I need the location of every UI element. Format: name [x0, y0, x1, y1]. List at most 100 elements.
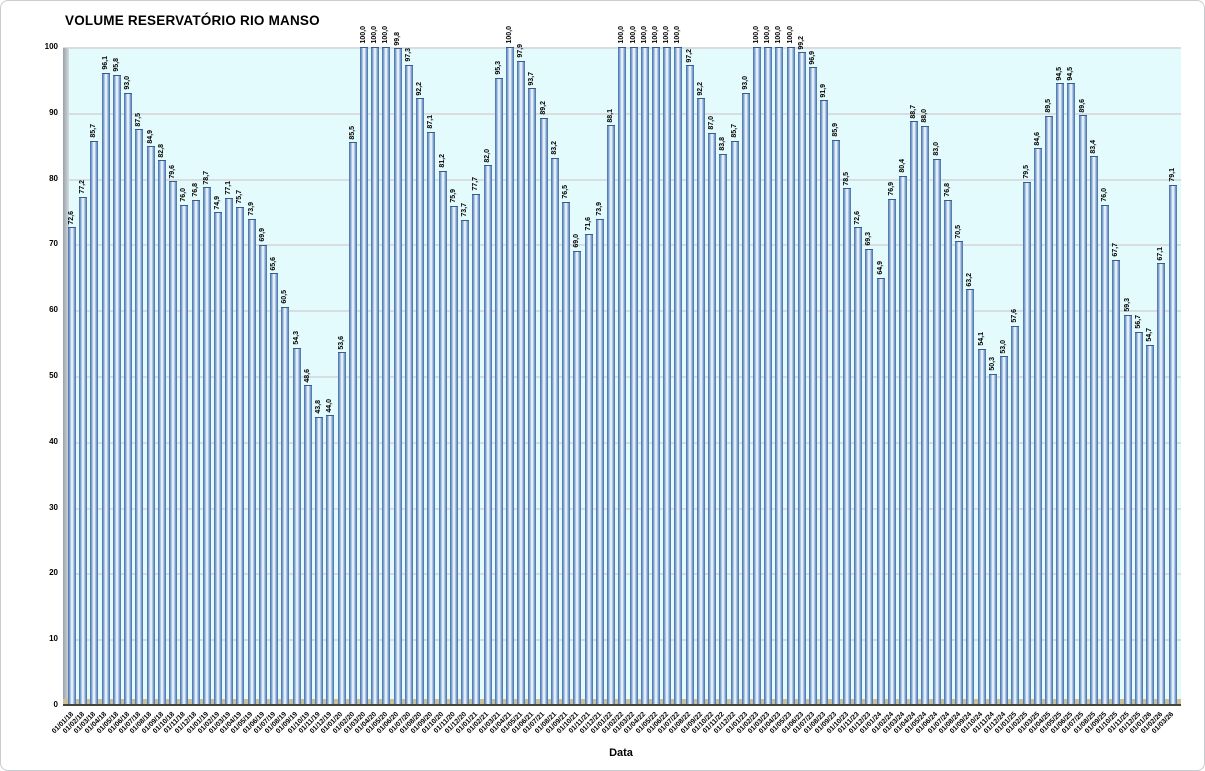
bar-value-label: 78,5	[842, 171, 850, 186]
bar-value-label: 100,0	[764, 26, 772, 44]
bar	[1033, 148, 1042, 705]
bar-value-label: 88,0	[921, 109, 929, 123]
bar	[820, 100, 829, 705]
bar-value-label: 54,1	[977, 332, 985, 347]
bar-value-label: 76,8	[943, 183, 951, 197]
bar-value-label: 94,5	[1056, 66, 1064, 81]
bar	[236, 206, 245, 705]
bar	[101, 72, 110, 705]
bar	[404, 64, 413, 705]
bar	[831, 139, 840, 705]
bar	[135, 129, 144, 705]
bar	[719, 153, 728, 705]
bar-value-label: 72,6	[68, 210, 75, 225]
bar	[213, 212, 222, 705]
bar	[393, 48, 402, 705]
bar	[1157, 263, 1166, 705]
bar-value-label: 69,9	[258, 228, 266, 243]
bar	[258, 245, 267, 705]
bar	[674, 47, 683, 705]
bar-value-label: 77,2	[79, 180, 87, 195]
bar-value-label: 72,6	[854, 210, 862, 225]
bar	[696, 98, 705, 705]
bar	[1067, 83, 1076, 705]
bar-value-label: 43,8	[315, 400, 323, 414]
bar-value-label: 54,3	[292, 331, 300, 345]
bar-value-label: 94,5	[1067, 66, 1075, 81]
y-tick-label: 80	[49, 173, 58, 183]
bar	[775, 47, 784, 705]
y-tick-label: 60	[49, 305, 58, 315]
bar	[247, 218, 256, 705]
bar-value-label: 69,3	[865, 232, 873, 247]
bar-value-label: 100,0	[651, 26, 659, 44]
bar	[685, 65, 694, 705]
bar	[753, 47, 762, 705]
bar	[550, 157, 559, 705]
bar	[494, 77, 503, 705]
bar	[68, 227, 76, 705]
bar	[112, 74, 121, 705]
bar-value-label: 84,6	[1033, 131, 1041, 146]
bar	[943, 199, 952, 705]
bar-value-label: 44,0	[326, 398, 334, 413]
bar	[472, 193, 481, 705]
bar-value-label: 82,0	[483, 148, 491, 163]
bar-value-label: 100,0	[674, 26, 682, 44]
bar	[225, 197, 234, 705]
bar	[809, 67, 818, 705]
bar	[1123, 314, 1132, 705]
bar-value-label: 64,9	[876, 261, 884, 275]
y-tick-label: 50	[49, 371, 58, 380]
bar-value-label: 85,7	[90, 124, 98, 139]
bar	[842, 188, 851, 705]
bar	[955, 241, 964, 705]
bar	[1112, 259, 1121, 705]
bar-value-label: 73,9	[247, 202, 255, 216]
bar-value-label: 76,5	[562, 185, 570, 199]
bar-value-label: 100,0	[629, 26, 637, 44]
bar	[191, 199, 200, 705]
bar	[730, 141, 739, 705]
bar-value-label: 48,6	[303, 368, 311, 383]
bar-value-label: 100,0	[382, 26, 390, 44]
bar-value-label: 99,8	[393, 31, 401, 46]
bar	[921, 125, 930, 705]
x-axis-line	[63, 704, 1181, 706]
bar	[416, 98, 425, 705]
bar	[1146, 345, 1155, 705]
bar-value-label: 95,8	[112, 58, 120, 72]
bar	[932, 158, 941, 705]
bar-value-label: 87,1	[427, 115, 435, 129]
bar-value-label: 75,7	[236, 190, 244, 204]
bar	[786, 47, 795, 705]
bar-value-label: 79,1	[1168, 167, 1176, 182]
y-tick-label: 40	[49, 436, 58, 446]
bar	[595, 218, 604, 705]
bar	[977, 349, 986, 705]
bar-value-label: 54,7	[1146, 328, 1154, 343]
bar-value-label: 59,3	[1123, 298, 1131, 312]
bar-value-label: 100,0	[786, 26, 794, 44]
bar	[326, 415, 335, 705]
bar	[797, 52, 806, 705]
bar-value-label: 92,2	[416, 81, 424, 96]
bar	[584, 233, 593, 705]
bar-value-label: 100,0	[640, 26, 648, 44]
bar	[618, 47, 627, 705]
bar	[528, 88, 537, 705]
bar-value-label: 93,0	[741, 76, 749, 91]
y-tick-label: 100	[44, 42, 58, 51]
bar-value-label: 93,7	[528, 71, 536, 86]
bar-value-label: 82,8	[157, 143, 165, 158]
bar	[202, 187, 211, 705]
bar	[337, 352, 346, 705]
bar	[292, 347, 301, 705]
bar	[663, 47, 672, 705]
bar-value-label: 63,2	[966, 272, 974, 287]
bar	[180, 204, 189, 705]
bar-value-label: 79,5	[1022, 165, 1030, 179]
bar	[1000, 356, 1009, 705]
bar-value-label: 73,7	[461, 203, 469, 218]
